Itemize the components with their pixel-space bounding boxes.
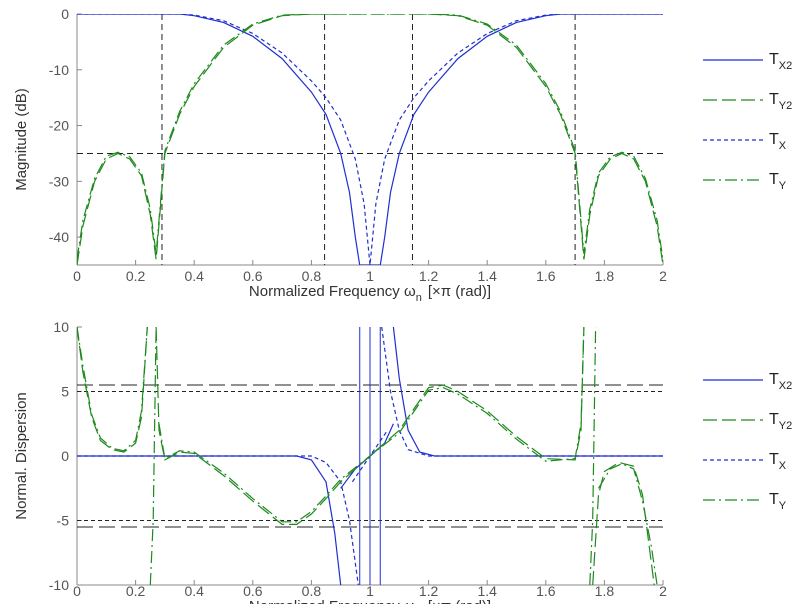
x-tick-label: 1.8 <box>595 583 615 599</box>
series-line <box>77 14 663 265</box>
legend-label: TY <box>769 171 787 192</box>
series-line <box>77 455 359 585</box>
series-line <box>77 14 663 260</box>
legend: TX2 TY2 TX TY <box>703 371 792 512</box>
legend-label: TY <box>769 491 787 512</box>
x-tick-label: 0.6 <box>243 268 263 284</box>
x-tick-label: 1 <box>366 583 374 599</box>
reference-lines <box>77 14 663 265</box>
legend-label: TX2 <box>769 371 792 392</box>
legend-entry: TY2 <box>703 411 792 432</box>
x-tick-label: 1 <box>366 268 374 284</box>
series-line <box>77 14 663 265</box>
y-tick-label: 0 <box>61 448 69 464</box>
legend-entry: TX <box>703 451 787 472</box>
legend-entry: TY <box>703 491 787 512</box>
series-line <box>77 327 148 453</box>
legend-label: TX2 <box>769 51 792 72</box>
series-TY2 <box>77 14 663 265</box>
y-tick-label: 5 <box>61 384 69 400</box>
series-line <box>589 327 597 585</box>
x-tick-label: 0.8 <box>302 268 322 284</box>
plot-area <box>77 14 663 265</box>
chart-1: 0 0.2 0.4 0.6 0.8 1 1.2 1.4 1.6 1.8 2 0 -10 -20 -30 -40… <box>13 6 792 304</box>
x-tick-label: 1.4 <box>477 583 497 599</box>
x-tick-label: 0.2 <box>126 268 146 284</box>
x-tick-label: 0.4 <box>184 268 204 284</box>
x-tick-label: 0.8 <box>302 583 322 599</box>
series-TY2 <box>77 327 655 585</box>
y-tick-label: -10 <box>49 62 69 78</box>
series-TX <box>77 14 663 265</box>
x-tick-label: 0.4 <box>184 583 204 599</box>
chart-2: 0 0.2 0.4 0.6 0.8 1 1.2 1.4 1.6 1.8 2 10 5 0 -5 -10 Norm… <box>13 319 792 604</box>
y-axis-label: Magnitude (dB) <box>13 88 30 191</box>
legend-label: TX <box>769 131 787 152</box>
x-tick-label: 0.2 <box>126 583 146 599</box>
series-line <box>155 327 585 525</box>
legend-label: TY2 <box>769 411 792 432</box>
series-line <box>158 327 585 523</box>
legend-entry: TY <box>703 171 787 192</box>
y-tick-label: -30 <box>49 173 69 189</box>
series-line <box>77 327 148 452</box>
y-tick-label: -10 <box>49 577 69 593</box>
legend-label: TY2 <box>769 91 792 112</box>
series-line <box>597 463 658 585</box>
y-axis-label: Normal. Dispersion <box>13 392 30 520</box>
series-line <box>592 461 655 585</box>
x-tick-label: 1.8 <box>595 268 615 284</box>
x-tick-label: 0.6 <box>243 583 263 599</box>
x-tick-label: 1.2 <box>419 268 439 284</box>
x-tick-label: 1.6 <box>536 583 556 599</box>
y-tick-label: -20 <box>49 118 69 134</box>
x-axis-label: Normalized Frequency ωn[×π (rad)] <box>249 598 491 604</box>
legend-entry: TX2 <box>703 371 792 392</box>
y-tick-label: 0 <box>61 6 69 22</box>
x-tick-label: 2 <box>659 268 667 284</box>
y-tick-label: -5 <box>57 513 70 529</box>
x-tick-label: 1.6 <box>536 268 556 284</box>
series-TX2 <box>77 14 663 265</box>
legend-entry: TX <box>703 131 787 152</box>
legend-entry: TX2 <box>703 51 792 72</box>
y-tick-label: -40 <box>49 229 69 245</box>
reference-lines <box>77 327 663 585</box>
series-line <box>381 327 663 457</box>
legend-label: TX <box>769 451 787 472</box>
legend: TX2 TY2 TX TY <box>703 51 792 192</box>
x-tick-label: 0 <box>73 268 81 284</box>
series-TY <box>77 327 658 585</box>
x-tick-label: 1.2 <box>419 583 439 599</box>
series-line <box>149 327 157 585</box>
legend-entry: TY2 <box>703 91 792 112</box>
x-axis-label: Normalized Frequency ωn[×π (rad)] <box>249 283 491 304</box>
plot-area <box>77 327 663 585</box>
x-tick-label: 0 <box>73 583 81 599</box>
series-line <box>77 14 663 265</box>
x-tick-label: 1.4 <box>477 268 497 284</box>
series-TY <box>77 14 663 260</box>
x-tick-label: 2 <box>659 583 667 599</box>
y-tick-label: 10 <box>53 319 69 335</box>
